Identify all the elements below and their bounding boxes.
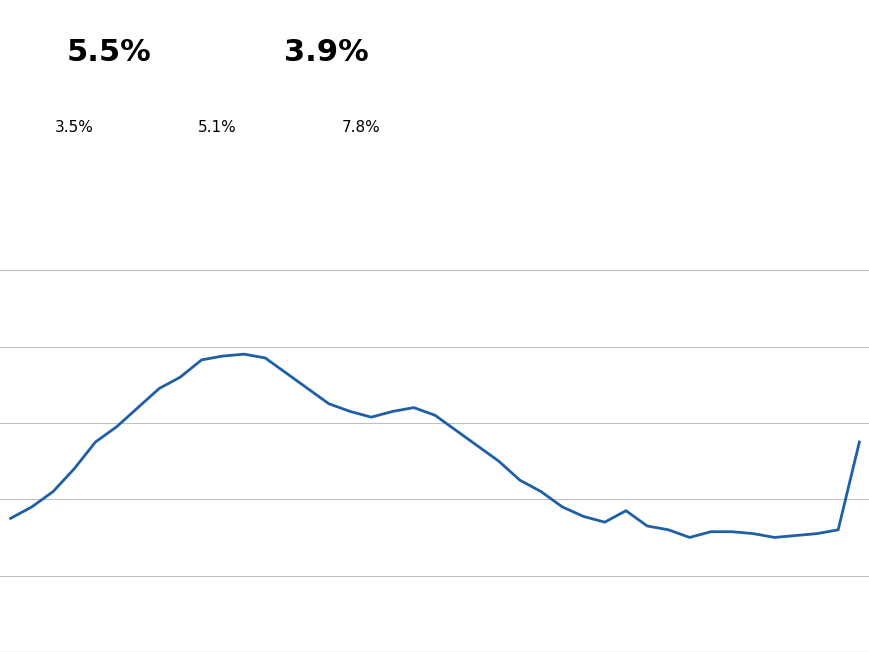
Text: 1 Year Ago: 2019 Q3: 1 Year Ago: 2019 Q3	[258, 12, 394, 25]
Text: Most Recent Quarter: 2020 Q3: Most Recent Quarter: 2020 Q3	[8, 12, 209, 25]
Text: 3.9%: 3.9%	[283, 38, 368, 67]
Text: Low: 2000 Q2: Low: 2000 Q2	[30, 96, 109, 106]
FancyBboxPatch shape	[300, 105, 421, 150]
Text: High: 2006 Q3: High: 2006 Q3	[323, 96, 407, 106]
Text: Vacancy in the Minneapolis rental housing market is one measure of
people's abil: Vacancy in the Minneapolis rental housin…	[456, 93, 869, 136]
FancyBboxPatch shape	[13, 105, 135, 150]
Text: 7.8%: 7.8%	[342, 120, 380, 135]
Text: Median: 2012 Q4: Median: 2012 Q4	[168, 96, 267, 106]
Text: 5.5%: 5.5%	[66, 38, 151, 67]
Text: What is the rental housing vacancy rate in Minneapolis - and why
is it important: What is the rental housing vacancy rate …	[456, 37, 774, 80]
FancyBboxPatch shape	[230, 25, 421, 82]
Text: 5.1%: 5.1%	[198, 120, 236, 135]
Text: What is the Vacancy Trend?: What is the Vacancy Trend?	[11, 220, 205, 233]
Text: Vacancy rates provided here include buildings with 5 or more units that have bee: Vacancy rates provided here include buil…	[13, 167, 417, 186]
Text: 3.5%: 3.5%	[55, 120, 93, 135]
FancyBboxPatch shape	[13, 25, 204, 82]
Text: While the true vacancy rate is not known, data from the Costar real estate datab: While the true vacancy rate is not known…	[11, 243, 780, 265]
FancyBboxPatch shape	[156, 105, 278, 150]
